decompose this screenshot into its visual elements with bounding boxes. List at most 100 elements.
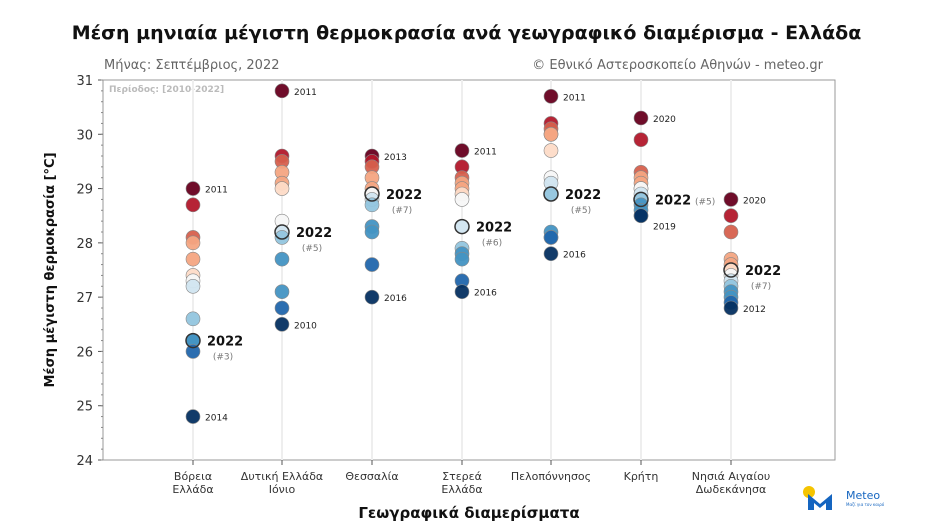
meteo-logo-icon <box>803 486 832 510</box>
y-tick-label: 31 <box>76 74 93 89</box>
current-year-point <box>454 218 470 235</box>
x-tick-label: Νησιά Αιγαίου <box>692 470 770 483</box>
data-point <box>274 316 290 332</box>
x-tick-label: Δυτική Ελλάδα <box>241 470 323 483</box>
data-point <box>185 278 201 294</box>
data-point <box>633 132 649 148</box>
current-rank-label: (#6) <box>482 239 502 249</box>
y-tick-label: 28 <box>76 237 93 252</box>
data-point <box>185 251 201 267</box>
meteo-logo-tagline: Μαζί για τον καιρό <box>846 502 885 507</box>
data-point <box>454 251 470 267</box>
y-tick-label: 27 <box>76 291 93 306</box>
chart-subtitle-month: Μήνας: Σεπτέμβριος, 2022 <box>104 58 280 73</box>
min-year-label: 2014 <box>205 414 228 424</box>
current-year-label: 2022 <box>476 221 512 236</box>
current-rank-label: (#7) <box>751 282 771 292</box>
max-year-label: 2020 <box>653 115 676 125</box>
x-tick-label: Δωδεκάνησα <box>696 483 767 496</box>
current-year-point <box>633 191 649 208</box>
data-point <box>543 246 559 262</box>
y-tick-label: 26 <box>76 345 93 360</box>
current-year-point <box>274 224 290 240</box>
data-point <box>454 192 470 207</box>
x-tick-label: Πελοπόννησος <box>511 470 591 483</box>
data-point <box>185 181 201 196</box>
max-year-label: 2011 <box>294 88 317 98</box>
current-year-label: 2022 <box>207 335 243 350</box>
data-point <box>723 208 739 224</box>
current-year-label: 2022 <box>745 264 781 279</box>
x-tick-label: Κρήτη <box>624 470 659 483</box>
data-point <box>364 197 380 213</box>
current-year-point <box>723 262 739 278</box>
current-rank-label: (#5) <box>302 244 322 254</box>
x-tick-label: Στερεά <box>442 470 482 483</box>
x-tick-label: Βόρεια <box>174 470 212 483</box>
y-tick-label: 30 <box>76 128 93 143</box>
x-tick-label: Θεσσαλία <box>345 470 398 483</box>
current-year-label: 2022 <box>386 188 422 203</box>
data-point <box>185 235 201 251</box>
data-point <box>364 289 380 305</box>
chart-subtitle-source: © Εθνικό Αστεροσκοπείο Αθηνών - meteo.gr <box>532 58 823 73</box>
meteo-logo-name: Meteo <box>846 489 881 502</box>
data-point <box>364 224 380 240</box>
min-year-label: 2010 <box>294 321 317 331</box>
data-point <box>185 311 201 327</box>
min-year-label: 2016 <box>563 251 586 261</box>
data-point <box>274 83 290 99</box>
x-tick-label: Ιόνιο <box>269 483 296 496</box>
min-year-label: 2019 <box>653 223 676 233</box>
data-point <box>454 284 470 300</box>
current-rank-label: (#3) <box>213 353 233 363</box>
y-tick-label: 29 <box>76 183 93 198</box>
data-point <box>185 409 201 424</box>
data-point <box>543 143 559 158</box>
x-axis-label: Γεωγραφικά διαμερίσματα <box>358 504 579 522</box>
max-year-label: 2011 <box>474 148 497 158</box>
data-point <box>185 344 201 359</box>
data-point <box>723 300 739 316</box>
min-year-label: 2016 <box>474 289 497 299</box>
y-axis-label: Μέση μέγιστη θερμοκρασία [°C] <box>43 152 58 387</box>
x-tick-label: Ελλάδα <box>441 483 482 496</box>
data-point <box>274 284 290 300</box>
data-point <box>185 197 201 213</box>
x-tick-label: Ελλάδα <box>172 483 213 496</box>
data-point <box>633 208 649 224</box>
plot-frame <box>102 79 836 461</box>
data-point <box>543 126 559 142</box>
data-point <box>633 110 649 126</box>
data-point <box>364 257 380 272</box>
chart-title: Μέση μηνιαία μέγιστη θερμοκρασία ανά γεω… <box>71 22 862 44</box>
current-year-point <box>364 186 380 202</box>
min-year-label: 2016 <box>384 294 407 304</box>
current-rank-label: (#7) <box>392 206 412 216</box>
max-year-label: 2011 <box>563 93 586 103</box>
current-rank-label: (#5) <box>571 206 591 216</box>
current-year-label: 2022 <box>296 226 332 241</box>
max-year-label: 2020 <box>743 196 766 206</box>
data-point <box>723 224 739 240</box>
current-rank-label: (#5) <box>695 197 715 207</box>
max-year-label: 2013 <box>384 153 407 163</box>
current-year-point <box>543 186 559 202</box>
data-point <box>274 251 290 267</box>
max-year-label: 2011 <box>205 186 228 196</box>
period-label: Περίοδος: [2010-2022] <box>109 84 224 95</box>
y-tick-label: 24 <box>76 454 93 469</box>
data-point <box>543 88 559 104</box>
min-year-label: 2012 <box>743 305 766 315</box>
current-year-point <box>185 332 201 349</box>
data-point <box>274 230 290 245</box>
data-point <box>543 230 559 245</box>
meteo-logo: Meteo Μαζί για τον καιρό <box>800 484 884 512</box>
current-year-label: 2022 <box>655 193 691 208</box>
data-point <box>454 143 470 158</box>
data-point <box>274 300 290 316</box>
data-point <box>723 192 739 207</box>
current-year-label: 2022 <box>565 188 601 203</box>
